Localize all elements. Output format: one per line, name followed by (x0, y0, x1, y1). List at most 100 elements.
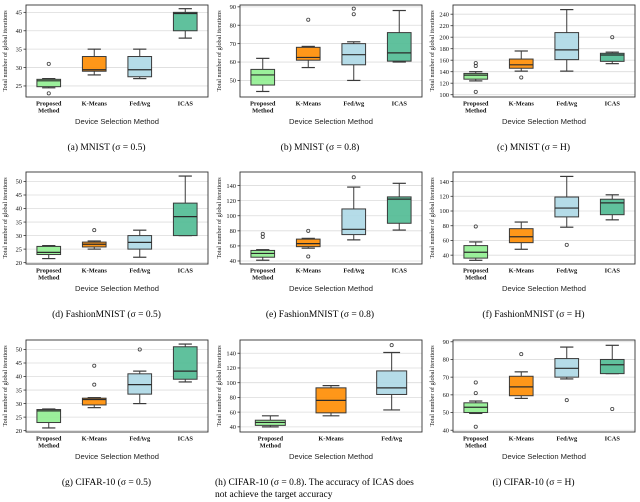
axis-frame (25, 171, 209, 265)
x-category-label: Method (259, 443, 281, 450)
y-tick-label: 80 (443, 223, 449, 230)
box-proposed-method (463, 380, 489, 429)
y-tick-label: 50 (16, 347, 22, 354)
y-tick-label: 140 (226, 183, 236, 190)
outlier-point (351, 6, 356, 11)
x-category-label: K-Means (82, 268, 108, 275)
box-fedavg (554, 9, 580, 72)
x-category-label: K-Means (82, 101, 108, 108)
y-tick-label: 40 (443, 427, 449, 434)
axis-frame (25, 4, 209, 98)
y-tick-label: 70 (229, 41, 235, 48)
box-fedavg (127, 347, 153, 405)
x-category-label: Method (38, 275, 60, 282)
outlier-point (305, 228, 310, 233)
subplot-g-cifar10-sigma-0_5: 20 25 30 35 40 45 50 Proposed Method K-Means FedAv… (0, 335, 213, 502)
box-k-means (508, 50, 534, 80)
x-category-label: Proposed (36, 436, 62, 443)
outlier-point (92, 382, 97, 387)
box-icas (172, 343, 198, 383)
y-tick-label: 40 (16, 206, 22, 213)
x-category-label: ICAS (391, 101, 407, 108)
x-category-label: Proposed (257, 436, 283, 443)
subplot-a-mnist-sigma-0_5: 25 30 35 40 45 Proposed Method K-Means FedAvg ICA… (0, 0, 213, 167)
box-proposed-method (36, 244, 62, 260)
y-tick-label: 140 (226, 350, 236, 357)
x-category-label: ICAS (391, 268, 407, 275)
box-icas (172, 8, 198, 39)
box-proposed-method (36, 61, 62, 96)
outlier-point (46, 61, 51, 66)
y-tick-label: 60 (229, 243, 235, 250)
x-category-label: ICAS (605, 101, 621, 108)
x-category-label: K-Means (509, 436, 535, 443)
x-category-label: Method (38, 443, 60, 450)
outlier-point (564, 242, 569, 247)
x-category-label: FedAvg (556, 101, 578, 108)
y-tick-label: 40 (16, 28, 22, 35)
subplot-h-cifar10-sigma-0_8: 40 60 80 100 120 140 Proposed Method K-Means FedA… (213, 335, 427, 502)
y-axis-label: Total number of global iterations (429, 345, 436, 427)
caption-d: (d) FashionMNIST (σ = 0.5) (52, 310, 161, 320)
outlier-point (473, 380, 478, 385)
box-fedavg (340, 6, 366, 82)
x-category-label: FedAvg (343, 268, 365, 275)
y-tick-label: 30 (16, 401, 22, 408)
box-k-means (508, 352, 534, 399)
y-tick-label: 50 (16, 179, 22, 186)
x-category-label: FedAvg (343, 101, 365, 108)
y-axis-label: Total number of global iterations (429, 10, 436, 92)
y-tick-label: 120 (439, 80, 449, 87)
outlier-point (92, 228, 97, 233)
x-axis-label: Device Selection Method (502, 284, 586, 293)
outlier-point (305, 17, 310, 22)
x-category-label: Proposed (463, 436, 489, 443)
outlier-point (46, 91, 51, 96)
x-category-label: K-Means (318, 436, 344, 443)
box-k-means (81, 228, 107, 250)
y-axis-label: Total number of global iterations (2, 177, 9, 259)
box-icas (599, 35, 625, 65)
subplot-f-fashionmnist-sigma-h: 40 60 80 100 120 140 Proposed Method K-Means FedA… (427, 167, 640, 335)
y-tick-label: 100 (226, 380, 236, 387)
y-axis-label: Total number of global iterations (216, 10, 223, 92)
box-k-means (295, 228, 321, 259)
x-category-label: Proposed (36, 268, 62, 275)
x-axis-label: Device Selection Method (502, 452, 586, 461)
y-tick-label: 80 (229, 228, 235, 235)
x-category-label: Method (252, 275, 274, 282)
y-tick-label: 80 (229, 395, 235, 402)
y-tick-label: 90 (443, 339, 449, 346)
y-tick-label: 120 (226, 365, 236, 372)
x-axis-label: Device Selection Method (289, 284, 373, 293)
x-category-label: Proposed (36, 101, 62, 108)
x-category-label: Method (38, 108, 60, 115)
box-k-means (295, 17, 321, 69)
y-tick-label: 160 (439, 57, 449, 64)
box-k-means (315, 385, 346, 417)
caption-b: (b) MNIST (σ = 0.8) (280, 143, 360, 153)
x-category-label: FedAvg (556, 436, 578, 443)
x-category-label: Proposed (463, 268, 489, 275)
y-tick-label: 25 (16, 414, 22, 421)
x-category-label: Method (465, 443, 487, 450)
y-tick-label: 30 (16, 233, 22, 240)
x-category-label: K-Means (509, 101, 535, 108)
subplot-e-fashionmnist-sigma-0_8: 40 60 80 100 120 140 Proposed Method K-Means FedA… (213, 167, 427, 335)
box-proposed-method (254, 415, 286, 428)
box-k-means (81, 48, 107, 76)
y-tick-label: 60 (443, 392, 449, 399)
y-axis-label: Total number of global iterations (216, 177, 223, 259)
box-fedavg (340, 175, 366, 241)
caption-a: (a) MNIST (σ = 0.5) (67, 143, 146, 153)
x-category-label: FedAvg (129, 101, 151, 108)
